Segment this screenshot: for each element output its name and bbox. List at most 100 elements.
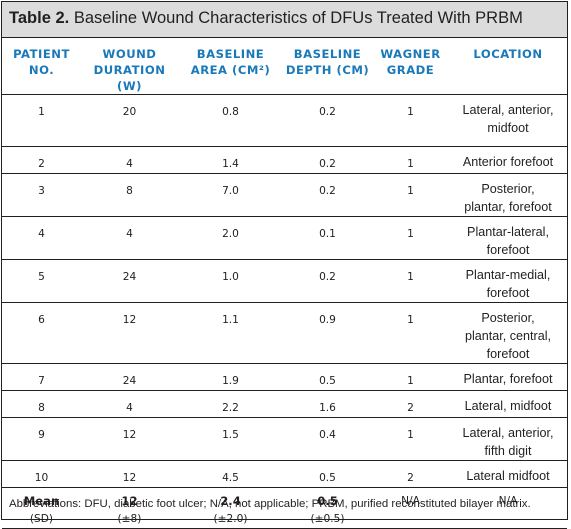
cell-baseline-area: 1.4 [178,146,283,174]
cell-baseline-depth: 0.9 [283,302,372,364]
cell-location: Anterior forefoot [449,146,567,174]
table-row: 1 20 0.8 0.2 1 Lateral, anterior, midfoot [2,94,567,147]
table-row: 9 12 1.5 0.4 1 Lateral, anterior, fifth digit [2,417,567,461]
cell-patient-no: 3 [2,173,81,217]
cell-baseline-depth: 0.2 [283,94,372,147]
cell-baseline-depth: 0.2 [283,173,372,217]
cell-baseline-depth: 0.2 [283,259,372,303]
cell-location: Plantar, forefoot [449,363,567,391]
cell-wagner-grade: 1 [372,146,449,174]
cell-baseline-area: 1.9 [178,363,283,391]
location-line: Anterior forefoot [462,155,554,169]
cell-baseline-area: 7.0 [178,173,283,217]
cell-baseline-area: 2.2 [178,390,283,418]
location-line: Lateral, anterior, [462,426,554,440]
table-row: 10 12 4.5 0.5 2 Lateral midfoot [2,460,567,488]
location-line: midfoot [487,121,529,135]
location-line: forefoot [486,243,530,257]
table-row: 2 4 1.4 0.2 1 Anterior forefoot [2,146,567,174]
location-line: forefoot [486,347,530,361]
summary-grade: N/A [372,487,449,529]
cell-wound-duration: 4 [81,216,178,260]
cell-wagner-grade: 2 [372,460,449,488]
table-body: 1 20 0.8 0.2 1 Lateral, anterior, midfoot 2 4 1.4… [2,94,567,529]
cell-patient-no: 8 [2,390,81,418]
cell-wound-duration: 12 [81,302,178,364]
cell-location: Posterior, plantar, central, forefoot [449,302,567,364]
location-line: Lateral, anterior, [462,103,554,117]
cell-wound-duration: 4 [81,146,178,174]
cell-wagner-grade: 1 [372,173,449,217]
cell-location: Lateral, anterior, midfoot [449,94,567,147]
cell-patient-no: 7 [2,363,81,391]
summary-label-sd: (SD) [29,513,54,525]
header-baseline-depth: BASELINE DEPTH (CM) [283,38,372,95]
cell-location: Lateral midfoot [449,460,567,488]
summary-duration-sd: (±8) [117,513,142,525]
cell-baseline-depth: 0.5 [283,460,372,488]
cell-wagner-grade: 1 [372,216,449,260]
cell-wagner-grade: 1 [372,259,449,303]
location-line: Lateral, midfoot [464,399,552,413]
table-title-text: Baseline Wound Characteristics of DFUs T… [73,9,523,27]
table-row: 3 8 7.0 0.2 1 Posterior, plantar, forefoot [2,173,567,217]
location-line: Posterior, [481,182,535,196]
summary-depth-sd: (±0.5) [310,513,345,525]
cell-baseline-depth: 0.5 [283,363,372,391]
cell-wound-duration: 24 [81,259,178,303]
location-line: Plantar-medial, [465,268,551,282]
cell-wagner-grade: 2 [372,390,449,418]
summary-duration: 12 (±8) [81,487,178,529]
header-baseline-area: BASELINE AREA (CM²) [178,38,283,95]
summary-area-sd: (±2.0) [213,513,248,525]
location-line: Plantar-lateral, [467,225,549,239]
cell-patient-no: 1 [2,94,81,147]
cell-wound-duration: 12 [81,460,178,488]
cell-baseline-area: 1.0 [178,259,283,303]
cell-location: Lateral, midfoot [449,390,567,418]
summary-label-value: Mean [23,494,60,508]
location-line: Plantar, forefoot [463,372,553,386]
cell-location: Plantar-medial, forefoot [449,259,567,303]
cell-location: Posterior, plantar, forefoot [449,173,567,217]
cell-patient-no: 6 [2,302,81,364]
table-row: 6 12 1.1 0.9 1 Posterior, plantar, central, for… [2,302,567,364]
cell-baseline-area: 4.5 [178,460,283,488]
cell-wagner-grade: 1 [372,302,449,364]
cell-baseline-depth: 1.6 [283,390,372,418]
cell-wound-duration: 20 [81,94,178,147]
cell-wound-duration: 4 [81,390,178,418]
cell-baseline-area: 0.8 [178,94,283,147]
table-row: 5 24 1.0 0.2 1 Plantar-medial, forefoot [2,259,567,303]
cell-location: Lateral, anterior, fifth digit [449,417,567,461]
summary-label: Mean (SD) [2,487,81,529]
footnote: Abbreviations: DFU, diabetic foot ulcer;… [9,498,531,510]
cell-wound-duration: 12 [81,417,178,461]
location-line: Lateral midfoot [466,469,550,483]
cell-baseline-area: 1.1 [178,302,283,364]
cell-patient-no: 2 [2,146,81,174]
summary-depth-value: 0.5 [317,494,338,508]
table-title: Table 2. Baseline Wound Characteristics … [2,2,567,38]
location-line: forefoot [486,286,530,300]
cell-baseline-depth: 0.2 [283,146,372,174]
location-line: fifth digit [484,444,532,458]
cell-baseline-area: 2.0 [178,216,283,260]
summary-duration-value: 12 [121,494,138,508]
summary-area-value: 2.4 [220,494,241,508]
summary-location: N/A [449,487,567,529]
table-row: 8 4 2.2 1.6 2 Lateral, midfoot [2,390,567,418]
header-wound-duration: WOUND DURATION (W) [81,38,178,95]
header-location: LOCATION [449,38,567,95]
cell-patient-no: 9 [2,417,81,461]
table-label: Table 2. [9,9,70,27]
table-row: 7 24 1.9 0.5 1 Plantar, forefoot [2,363,567,391]
cell-patient-no: 5 [2,259,81,303]
summary-row: Mean (SD) 12 (±8) 2.4 (±2.0) 0.5 (±0.5) N/A N/A [2,487,567,529]
cell-baseline-depth: 0.1 [283,216,372,260]
location-line: plantar, forefoot [464,200,552,214]
cell-baseline-area: 1.5 [178,417,283,461]
header-row: PATIENT NO. WOUND DURATION (W) BASELINE AREA… [2,38,567,95]
cell-wagner-grade: 1 [372,417,449,461]
